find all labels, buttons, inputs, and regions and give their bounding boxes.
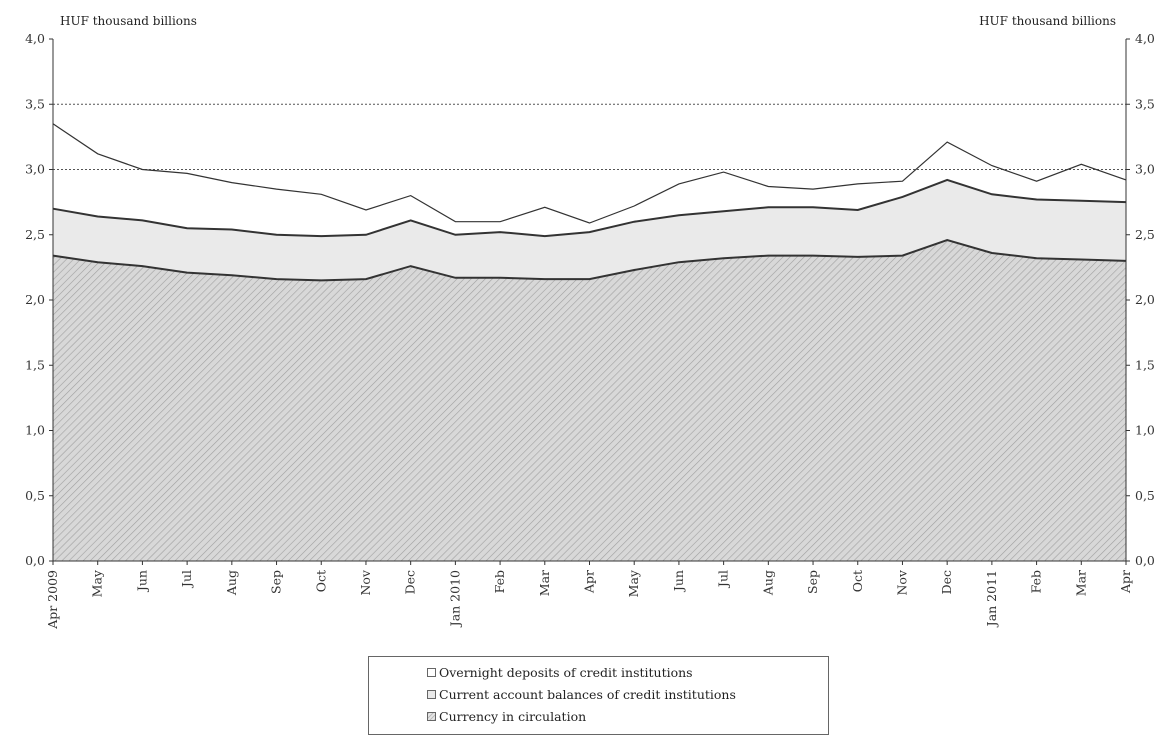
legend-label-current-account: Current account balances of credit insti… xyxy=(439,686,736,702)
legend-item-current-account: Current account balances of credit insti… xyxy=(427,683,828,705)
x-tick-label: Sep xyxy=(269,570,284,594)
y-tick-label-left: 2,5 xyxy=(25,227,45,242)
x-tick-label: Oct xyxy=(850,570,865,592)
x-tick-label: Jun xyxy=(671,570,686,593)
y-tick-label-right: 0,5 xyxy=(1135,488,1155,503)
y-tick-label-left: 4,0 xyxy=(25,31,45,46)
x-tick-label: Apr 2009 xyxy=(45,570,60,630)
y-tick-label-right: 4,0 xyxy=(1135,31,1155,46)
x-tick-label: Feb xyxy=(1029,570,1044,593)
right-axis-unit-label: HUF thousand billions xyxy=(979,14,1116,28)
y-tick-label-left: 1,0 xyxy=(25,423,45,438)
legend: Overnight deposits of credit institution… xyxy=(368,656,829,735)
y-tick-label-right: 2,5 xyxy=(1135,227,1155,242)
legend-item-currency: Currency in circulation xyxy=(427,705,828,727)
y-tick-label-left: 1,5 xyxy=(25,357,45,372)
x-tick-label: Mar xyxy=(1073,570,1088,596)
x-tick-label: Jul xyxy=(179,570,194,589)
x-tick-label: Feb xyxy=(492,570,507,593)
y-tick-label-right: 1,5 xyxy=(1135,357,1155,372)
x-tick-label: Sep xyxy=(805,570,820,594)
y-tick-label-right: 0,0 xyxy=(1135,553,1155,568)
x-tick-label: Jun xyxy=(134,570,149,593)
x-tick-label: Dec xyxy=(403,570,418,594)
x-tick-label: Aug xyxy=(760,570,775,596)
area-overnight-deposits xyxy=(53,123,1126,237)
x-tick-label: May xyxy=(90,569,105,597)
area-currency-in-circulation xyxy=(53,240,1126,561)
y-tick-label-left: 0,0 xyxy=(25,553,45,568)
x-tick-label: Apr xyxy=(1118,570,1133,594)
y-tick-label-right: 1,0 xyxy=(1135,423,1155,438)
line-overnight-deposits xyxy=(52,123,1127,224)
x-tick-label: Nov xyxy=(358,569,373,595)
y-tick-label-left: 3,5 xyxy=(25,96,45,111)
gridlines xyxy=(53,103,1126,170)
x-tick-label: Jul xyxy=(716,570,731,589)
y-tick-label-right: 3,5 xyxy=(1135,96,1155,111)
y-tick-label-left: 2,0 xyxy=(25,292,45,307)
x-tick-label: Nov xyxy=(895,569,910,595)
x-tick-label: May xyxy=(626,569,641,597)
line-current-account-balances xyxy=(52,178,1127,238)
axes: 0,0 0,0 0,5 0,5 1,0 1,0 1,5 1,5 2,0 2,0 2,5 2,5 3,0 3… xyxy=(25,31,1155,630)
x-tick-label: Mar xyxy=(537,570,552,596)
line-currency-in-circulation xyxy=(52,238,1127,282)
series-lines xyxy=(52,123,1127,282)
left-axis-unit-label: HUF thousand billions xyxy=(60,14,197,28)
x-tick-label: Jan 2010 xyxy=(447,570,462,628)
y-tick-label-left: 0,5 xyxy=(25,488,45,503)
y-tick-label-right: 3,0 xyxy=(1135,162,1155,177)
area-current-account-balances xyxy=(53,179,1126,281)
x-tick-label: Jan 2011 xyxy=(984,570,999,628)
legend-swatch-overnight xyxy=(427,667,436,677)
y-tick-label-right: 2,0 xyxy=(1135,292,1155,307)
legend-swatch-current-account xyxy=(427,689,436,699)
x-tick-label: Apr xyxy=(582,570,597,594)
x-tick-label: Oct xyxy=(313,570,328,592)
legend-label-currency: Currency in circulation xyxy=(439,708,587,724)
plot-area xyxy=(53,39,1126,561)
x-tick-label: Dec xyxy=(939,570,954,594)
legend-label-overnight: Overnight deposits of credit institution… xyxy=(439,664,693,680)
legend-swatch-currency xyxy=(427,711,436,721)
y-tick-label-left: 3,0 xyxy=(25,162,45,177)
x-tick-label: Aug xyxy=(224,570,239,596)
legend-item-overnight: Overnight deposits of credit institution… xyxy=(427,661,828,683)
